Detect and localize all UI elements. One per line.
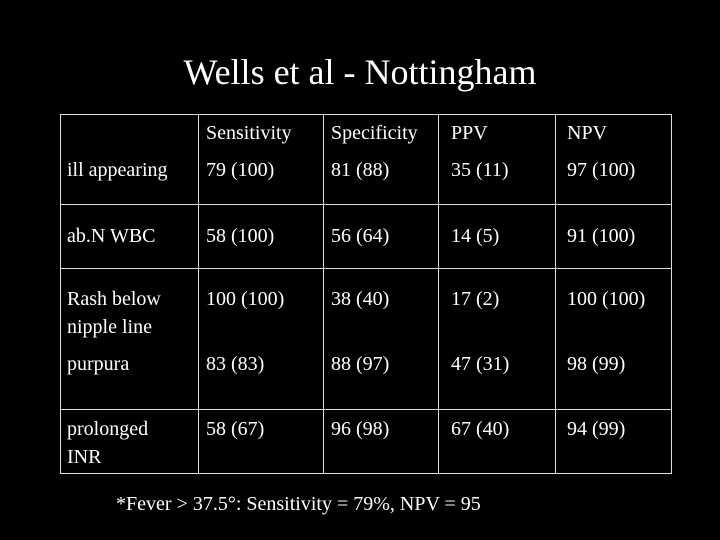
- cell-npv: 98 (99): [567, 353, 626, 375]
- cell-sensitivity: 58 (100): [206, 225, 275, 247]
- cell-npv: 97 (100): [567, 159, 636, 181]
- row-label: Rash below nipple line: [67, 288, 161, 338]
- column-divider: [198, 115, 199, 473]
- cell-specificity: 88 (97): [331, 353, 390, 375]
- row-divider: [61, 204, 671, 205]
- cell-specificity: 56 (64): [331, 225, 390, 247]
- footnote: *Fever > 37.5°: Sensitivity = 79%, NPV =…: [116, 493, 481, 515]
- row-label: prolonged INR: [67, 418, 149, 468]
- row-divider: [61, 409, 671, 410]
- header-sensitivity: Sensitivity: [206, 122, 292, 144]
- row-label: ill appearing: [67, 159, 168, 181]
- cell-specificity: 81 (88): [331, 159, 390, 181]
- column-divider: [438, 115, 439, 473]
- cell-npv: 100 (100): [567, 288, 646, 310]
- column-divider: [323, 115, 324, 473]
- cell-sensitivity: 79 (100): [206, 159, 275, 181]
- row-divider: [61, 268, 671, 269]
- cell-ppv: 67 (40): [451, 418, 510, 440]
- cell-ppv: 14 (5): [451, 225, 500, 247]
- cell-ppv: 17 (2): [451, 288, 500, 310]
- header-npv: NPV: [567, 122, 608, 144]
- cell-sensitivity: 83 (83): [206, 353, 265, 375]
- column-divider: [555, 115, 556, 473]
- row-label: purpura: [67, 353, 130, 375]
- slide-title: Wells et al - Nottingham: [183, 52, 537, 92]
- cell-sensitivity: 58 (67): [206, 418, 265, 440]
- header-specificity: Specificity: [331, 122, 418, 144]
- cell-npv: 94 (99): [567, 418, 626, 440]
- cell-sensitivity: 100 (100): [206, 288, 285, 310]
- cell-ppv: 47 (31): [451, 353, 510, 375]
- cell-specificity: 96 (98): [331, 418, 390, 440]
- results-table: Sensitivity Specificity PPV NPV ill appe…: [60, 114, 672, 474]
- cell-ppv: 35 (11): [451, 159, 509, 181]
- cell-npv: 91 (100): [567, 225, 636, 247]
- row-label: ab.N WBC: [67, 225, 156, 247]
- header-ppv: PPV: [451, 122, 488, 144]
- cell-specificity: 38 (40): [331, 288, 390, 310]
